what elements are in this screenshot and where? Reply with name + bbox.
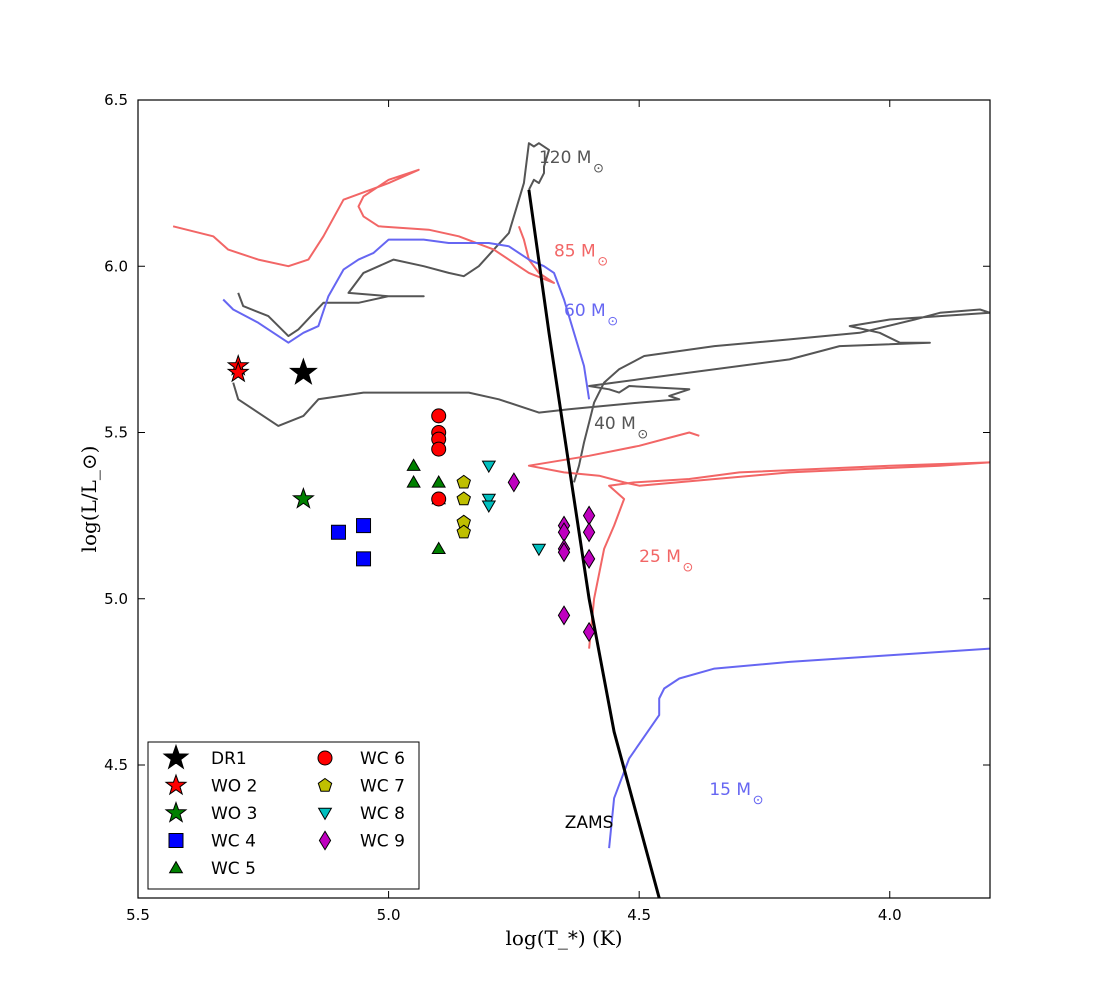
point-wc-6-0 <box>431 408 447 424</box>
y-tick-label: 4.5 <box>104 756 128 774</box>
zams-line-group: ZAMS <box>527 189 661 898</box>
legend-label-4: WC 5 <box>211 859 256 879</box>
legend-marker-0 <box>162 743 190 770</box>
star-points <box>226 353 596 643</box>
point-wc-5-1 <box>406 474 421 488</box>
sun-symbol-icon <box>598 256 607 266</box>
point-wc-4-1 <box>356 518 372 534</box>
point-wc-9-8 <box>557 605 571 626</box>
track-line-4 <box>527 431 990 649</box>
point-wc-6-4 <box>431 491 447 507</box>
point-wc-7-1 <box>456 491 471 506</box>
legend-label-2: WO 3 <box>211 804 257 824</box>
legend-marker-3 <box>168 833 184 848</box>
y-tick-label: 5.5 <box>104 424 128 442</box>
track-line-5 <box>608 647 990 849</box>
legend-label-8: WC 9 <box>360 832 405 852</box>
legend: DR1 WO 2 WO 3 WC 4 WC 5 WC 6 WC 7 WC 8 WC 9 <box>147 741 420 890</box>
point-wc-9-6 <box>582 522 596 543</box>
track-label-1: 85 M <box>554 241 596 261</box>
plot-area-frame <box>137 99 991 899</box>
point-wo-3-0 <box>291 486 315 509</box>
point-wc-7-0 <box>456 474 471 489</box>
point-wc-9-4 <box>557 542 571 563</box>
point-wc-4-2 <box>356 551 372 567</box>
point-wc-4-0 <box>330 524 346 540</box>
point-wc-9-5 <box>582 505 596 526</box>
point-wc-8-3 <box>531 543 547 557</box>
sun-symbol-icon <box>683 562 693 572</box>
sun-symbol-dot-icon <box>597 167 600 170</box>
x-tick-label: 5.5 <box>126 906 150 924</box>
zams-line <box>527 189 661 898</box>
sun-symbol-icon <box>753 795 763 805</box>
track-label-0: 120 M <box>539 148 592 168</box>
legend-label-5: WC 6 <box>360 749 405 769</box>
x-axis-title: log(T_*) (K) <box>505 926 622 950</box>
track-label-3: 40 M <box>594 414 636 434</box>
legend-label-3: WC 4 <box>211 832 256 852</box>
point-wc-9-0 <box>507 472 521 493</box>
sun-symbol-dot-icon <box>757 799 759 801</box>
y-tick-label: 6.5 <box>104 91 128 109</box>
y-tick-label: 5.0 <box>104 590 128 608</box>
point-wc-8-0 <box>481 460 497 474</box>
point-wc-9-7 <box>582 548 596 570</box>
legend-marker-2 <box>164 800 188 823</box>
legend-marker-7 <box>317 807 333 821</box>
point-wc-7-3 <box>456 524 471 539</box>
point-wc-6-3 <box>431 441 447 457</box>
sun-symbol-icon <box>608 316 618 326</box>
y-axis-title: log(L/L_⊙) <box>77 446 101 553</box>
track-line-1 <box>172 168 555 284</box>
zams-label: ZAMS <box>565 813 614 833</box>
legend-label-1: WO 2 <box>211 777 257 797</box>
legend-label-7: WC 8 <box>360 804 405 824</box>
legend-marker-4 <box>168 860 184 874</box>
sun-symbol-icon <box>594 163 603 173</box>
x-tick-label: 4.5 <box>627 906 651 924</box>
sun-symbol-dot-icon <box>601 260 604 263</box>
legend-marker-8 <box>318 830 332 851</box>
sun-symbol-dot-icon <box>611 320 614 323</box>
point-wc-5-2 <box>431 474 446 488</box>
x-tick-label: 4.0 <box>878 906 902 924</box>
sun-symbol-dot-icon <box>641 433 644 436</box>
track-label-2: 60 M <box>564 301 606 321</box>
track-labels: 120 M 85 M 60 M 40 M 25 M 15 M <box>539 148 763 805</box>
axis-ticks: 5.5 5.0 4.5 4.0 4.5 5.0 5.5 6.0 6.5 <box>104 91 990 924</box>
x-tick-label: 5.0 <box>377 906 401 924</box>
legend-label-6: WC 7 <box>360 777 405 797</box>
legend-box <box>147 741 420 890</box>
point-wc-5-4 <box>431 541 446 554</box>
track-line-2 <box>222 238 591 400</box>
point-wc-8-2 <box>481 500 497 514</box>
point-dr1-0 <box>288 357 318 385</box>
track-line-3 <box>232 308 990 483</box>
point-wc-8-1 <box>481 493 497 507</box>
legend-marker-5 <box>317 750 333 766</box>
y-tick-label: 6.0 <box>104 257 128 275</box>
track-label-5: 15 M <box>709 780 751 800</box>
point-wc-9-9 <box>582 621 596 643</box>
sun-symbol-dot-icon <box>686 566 689 569</box>
track-label-4: 25 M <box>639 547 681 567</box>
point-wc-5-0 <box>406 458 421 471</box>
sun-symbol-icon <box>638 429 648 439</box>
legend-marker-6 <box>317 777 333 792</box>
point-wo-2-1 <box>226 360 250 383</box>
track-line-0 <box>237 142 550 338</box>
legend-label-0: DR1 <box>211 749 247 769</box>
legend-marker-1 <box>164 773 188 796</box>
